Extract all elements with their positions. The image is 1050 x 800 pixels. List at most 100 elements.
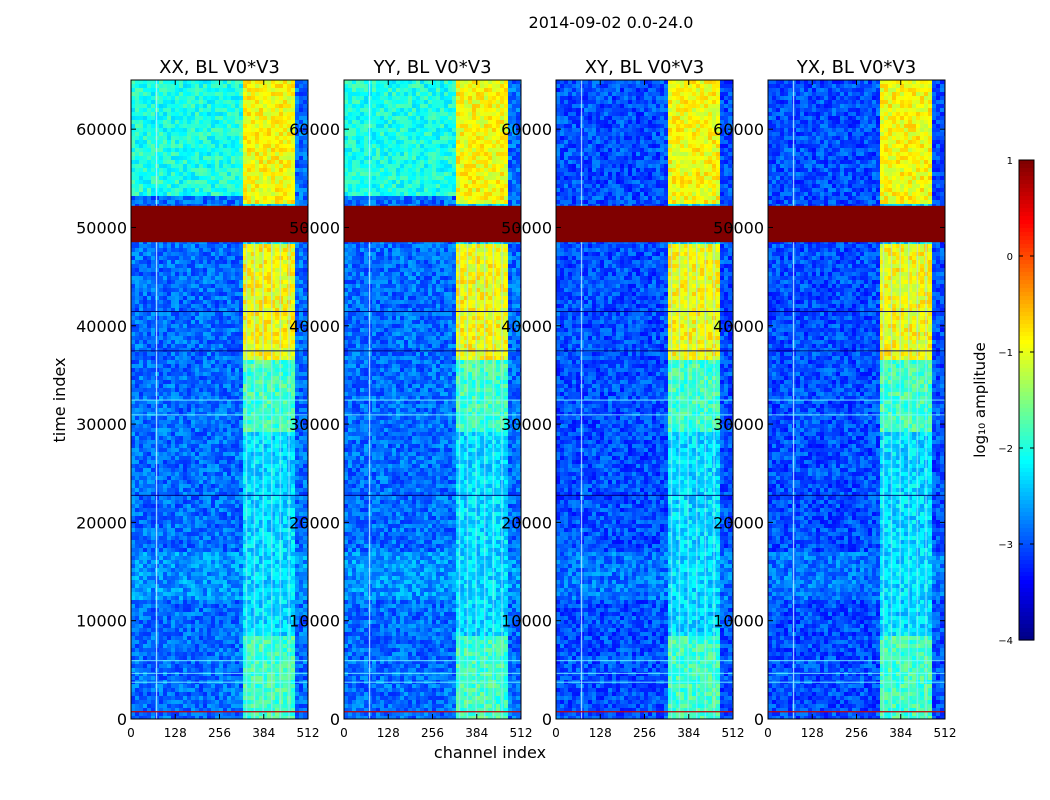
heatmap-cell: [259, 132, 263, 136]
heatmap-cell: [183, 88, 187, 92]
heatmap-cell: [267, 108, 271, 112]
heatmap-cell: [275, 188, 279, 192]
heatmap-cell: [215, 144, 219, 148]
heatmap-cell: [167, 164, 171, 168]
heatmap-cell: [303, 176, 307, 180]
heatmap-cell: [175, 188, 179, 192]
heatmap-cell: [259, 108, 263, 112]
heatmap-cell: [151, 188, 155, 192]
heatmap-cell: [275, 160, 279, 164]
heatmap-cell: [203, 196, 207, 200]
heatmap-cell: [227, 160, 231, 164]
heatmap-cell: [139, 116, 143, 120]
heatmap-cell: [287, 96, 291, 100]
heatmap-cell: [279, 144, 283, 148]
heatmap-cell: [303, 84, 307, 88]
heatmap-cell: [303, 200, 307, 204]
heatmap-cell: [143, 84, 147, 88]
heatmap-cell: [175, 160, 179, 164]
heatmap-cell: [239, 128, 243, 132]
heatmap-cell: [191, 152, 195, 156]
heatmap-cell: [251, 128, 255, 132]
heatmap-cell: [163, 144, 167, 148]
heatmap-cell: [271, 136, 275, 140]
heatmap-cell: [227, 184, 231, 188]
heatmap-cell: [247, 148, 251, 152]
heatmap-cell: [291, 148, 295, 152]
heatmap-cell: [143, 168, 147, 172]
heatmap-cell: [215, 96, 219, 100]
heatmap-cell: [259, 152, 263, 156]
heatmap-cell: [207, 124, 211, 128]
heatmap-cell: [271, 104, 275, 108]
heatmap-cell: [183, 132, 187, 136]
heatmap-cell: [131, 104, 135, 108]
heatmap-cell: [267, 184, 271, 188]
heatmap-cell: [167, 128, 171, 132]
heatmap-cell: [179, 84, 183, 88]
heatmap-cell: [207, 152, 211, 156]
heatmap-cell: [131, 188, 135, 192]
heatmap-cell: [231, 152, 235, 156]
heatmap-cell: [179, 168, 183, 172]
heatmap-cell: [275, 116, 279, 120]
heatmap-cell: [211, 200, 215, 204]
heatmap-cell: [175, 180, 179, 184]
heatmap-cell: [239, 148, 243, 152]
heatmap-cell: [171, 92, 175, 96]
heatmap-cell: [231, 156, 235, 160]
heatmap-cell: [263, 172, 267, 176]
heatmap-cell: [295, 84, 299, 88]
heatmap-cell: [179, 128, 183, 132]
heatmap-cell: [151, 104, 155, 108]
heatmap-cell: [187, 172, 191, 176]
heatmap-cell: [147, 96, 151, 100]
heatmap-cell: [179, 184, 183, 188]
heatmap-cell: [223, 92, 227, 96]
heatmap-cell: [279, 132, 283, 136]
heatmap-cell: [175, 184, 179, 188]
heatmap-cell: [135, 180, 139, 184]
heatmap-cell: [183, 100, 187, 104]
heatmap-cell: [283, 144, 287, 148]
heatmap-cell: [251, 80, 255, 84]
heatmap-cell: [139, 104, 143, 108]
heatmap-cell: [215, 184, 219, 188]
heatmap-cell: [167, 168, 171, 172]
heatmap-cell: [243, 88, 247, 92]
heatmap-cell: [151, 144, 155, 148]
heatmap-cell: [131, 144, 135, 148]
heatmap-cell: [151, 180, 155, 184]
heatmap-cell: [243, 176, 247, 180]
heatmap-cell: [147, 92, 151, 96]
heatmap-cell: [135, 112, 139, 116]
heatmap-cell: [295, 184, 299, 188]
heatmap-cell: [147, 164, 151, 168]
heatmap-cell: [211, 116, 215, 120]
heatmap-cell: [243, 164, 247, 168]
heatmap-cell: [195, 156, 199, 160]
heatmap-cell: [247, 112, 251, 116]
heatmap-cell: [183, 172, 187, 176]
heatmap-cell: [219, 152, 223, 156]
heatmap-cell: [223, 192, 227, 196]
heatmap-cell: [203, 180, 207, 184]
heatmap-cell: [279, 164, 283, 168]
heatmap-cell: [303, 100, 307, 104]
heatmap-cell: [143, 132, 147, 136]
heatmap-cell: [191, 180, 195, 184]
heatmap-cell: [159, 184, 163, 188]
heatmap-cell: [303, 140, 307, 144]
heatmap-cell: [275, 180, 279, 184]
heatmap-cell: [299, 144, 303, 148]
heatmap-cell: [219, 88, 223, 92]
heatmap-cell: [251, 108, 255, 112]
heatmap-cell: [199, 160, 203, 164]
heatmap-cell: [167, 120, 171, 124]
heatmap-cell: [175, 156, 179, 160]
heatmap-cell: [211, 120, 215, 124]
heatmap-cell: [199, 196, 203, 200]
heatmap-cell: [171, 112, 175, 116]
heatmap-cell: [299, 96, 303, 100]
heatmap-cell: [203, 92, 207, 96]
